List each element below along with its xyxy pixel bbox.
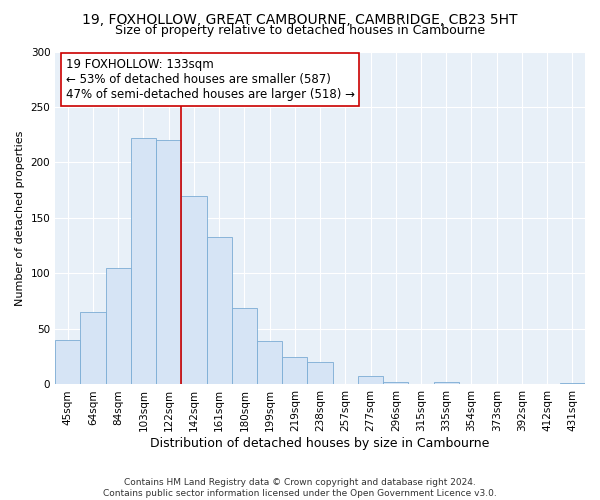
- Bar: [106, 268, 131, 384]
- Bar: [206, 237, 232, 384]
- Bar: [181, 196, 206, 384]
- Text: 19, FOXHOLLOW, GREAT CAMBOURNE, CAMBRIDGE, CB23 5HT: 19, FOXHOLLOW, GREAT CAMBOURNE, CAMBRIDG…: [82, 12, 518, 26]
- Bar: [131, 138, 156, 384]
- Y-axis label: Number of detached properties: Number of detached properties: [15, 130, 25, 306]
- Bar: [156, 140, 181, 384]
- Bar: [282, 356, 307, 384]
- Bar: [80, 312, 106, 384]
- Text: Size of property relative to detached houses in Cambourne: Size of property relative to detached ho…: [115, 24, 485, 37]
- Bar: [307, 362, 332, 384]
- Text: 19 FOXHOLLOW: 133sqm
← 53% of detached houses are smaller (587)
47% of semi-deta: 19 FOXHOLLOW: 133sqm ← 53% of detached h…: [66, 58, 355, 101]
- Bar: [358, 376, 383, 384]
- Bar: [55, 340, 80, 384]
- Bar: [232, 308, 257, 384]
- X-axis label: Distribution of detached houses by size in Cambourne: Distribution of detached houses by size …: [151, 437, 490, 450]
- Text: Contains HM Land Registry data © Crown copyright and database right 2024.
Contai: Contains HM Land Registry data © Crown c…: [103, 478, 497, 498]
- Bar: [257, 341, 282, 384]
- Bar: [383, 382, 409, 384]
- Bar: [434, 382, 459, 384]
